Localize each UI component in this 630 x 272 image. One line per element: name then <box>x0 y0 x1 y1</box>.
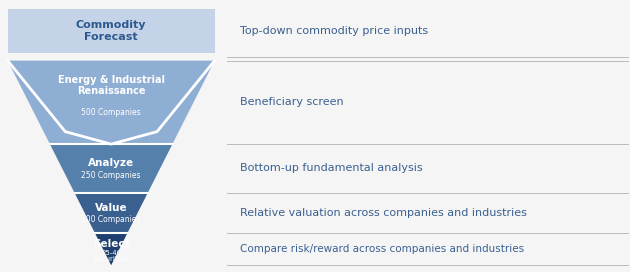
Text: 100 Companies: 100 Companies <box>81 215 141 224</box>
Text: Relative valuation across companies and industries: Relative valuation across companies and … <box>240 208 527 218</box>
FancyBboxPatch shape <box>8 10 215 53</box>
Text: Value: Value <box>95 203 127 213</box>
Text: Select: Select <box>93 239 130 249</box>
Polygon shape <box>95 233 127 265</box>
Polygon shape <box>50 144 173 193</box>
Text: 250 Companies: 250 Companies <box>81 171 141 180</box>
Text: 500 Companies: 500 Companies <box>81 108 141 117</box>
Text: Analyze: Analyze <box>88 158 134 168</box>
Text: Energy & Industrial
Renaissance: Energy & Industrial Renaissance <box>58 75 164 97</box>
Text: 25-40
Securities: 25-40 Securities <box>94 250 129 262</box>
Text: Bottom-up fundamental analysis: Bottom-up fundamental analysis <box>240 163 422 174</box>
Text: Top-down commodity price inputs: Top-down commodity price inputs <box>240 26 428 36</box>
Polygon shape <box>8 61 215 144</box>
Text: Compare risk/reward across companies and industries: Compare risk/reward across companies and… <box>240 244 524 254</box>
Polygon shape <box>74 193 148 233</box>
Text: Beneficiary screen: Beneficiary screen <box>240 97 343 107</box>
Text: Commodity
Forecast: Commodity Forecast <box>76 20 146 42</box>
